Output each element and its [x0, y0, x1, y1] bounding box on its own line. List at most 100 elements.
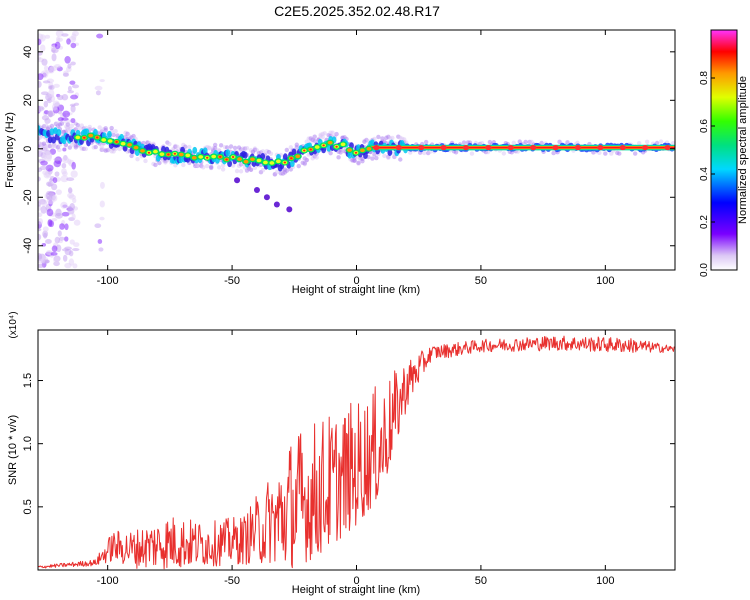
- heatmap-halo-cell: [304, 157, 309, 163]
- heatmap-y-axis-label: Frequency (Hz): [4, 112, 16, 188]
- heatmap-halo-cell: [312, 134, 317, 139]
- heatmap-halo-cell: [390, 135, 395, 141]
- heatmap-x-tick-label: -100: [97, 275, 119, 287]
- heatmap-noise-cell: [99, 216, 105, 221]
- heatmap-noise-cell: [38, 258, 45, 264]
- heatmap-hot-peak: [231, 156, 235, 159]
- colorbar-gradient: [710, 29, 738, 271]
- heatmap-halo-cell: [103, 126, 108, 131]
- heatmap-noise-cell: [72, 263, 78, 269]
- heatmap-stable-peak: [664, 144, 671, 151]
- heatmap-halo-cell: [314, 155, 319, 160]
- heatmap-noise-cell: [38, 228, 42, 232]
- heatmap-halo-cell: [328, 150, 333, 156]
- heatmap-hot-core: [237, 157, 242, 161]
- heatmap-noise-cell: [64, 246, 72, 251]
- heatmap-noise-cell: [72, 30, 79, 37]
- heatmap-noise-cell: [40, 160, 48, 166]
- heatmap-stable-peak: [395, 144, 403, 151]
- snr-x-axis-label: Height of straight line (km): [292, 584, 420, 596]
- heatmap-halo-cell: [296, 163, 301, 169]
- heatmap-noise-cell: [94, 85, 103, 91]
- heatmap-band-cell: [225, 149, 231, 157]
- snr-series-line: [38, 335, 675, 570]
- heatmap-noise-cell: [94, 223, 102, 229]
- heatmap-noise-cell: [68, 250, 74, 257]
- heatmap-noise-cell: [50, 251, 58, 256]
- heatmap-noise-cell: [71, 248, 80, 252]
- heatmap-noise-cell: [45, 164, 54, 172]
- heatmap-noise-cell: [96, 33, 104, 39]
- heatmap-hot-core: [75, 135, 81, 140]
- heatmap-halo-cell: [43, 123, 49, 128]
- heatmap-stable-peak: [440, 144, 447, 151]
- heatmap-hot-core: [185, 153, 191, 158]
- heatmap-hot-core: [159, 152, 165, 156]
- heatmap-noise-cell: [38, 212, 43, 218]
- snr-y-tick-label: 0.5: [22, 499, 34, 514]
- heatmap-x-tick-label: -50: [224, 275, 240, 287]
- heatmap-band-cell: [56, 129, 62, 137]
- heatmap-x-tick-label: 50: [475, 275, 487, 287]
- heatmap-noise-cell: [67, 85, 72, 92]
- heatmap-noise-cell: [48, 89, 55, 98]
- heatmap-hot-core: [211, 154, 217, 159]
- snr-y-axis-label: SNR (10 * v/v): [7, 415, 19, 485]
- heatmap-noise-cell: [62, 171, 68, 177]
- heatmap-halo-cell: [234, 168, 240, 174]
- heatmap-noise-cell: [42, 226, 49, 232]
- heatmap-x-ticks: -100 -50 0 50 100: [97, 30, 615, 287]
- snr-y-ticks: 0.5 1.0 1.5: [22, 373, 675, 514]
- heatmap-halo-cell: [644, 139, 650, 144]
- heatmap-noise-cell: [41, 58, 48, 66]
- heatmap-hot-core: [198, 155, 204, 159]
- heatmap-noise-cell: [73, 242, 80, 248]
- heatmap-halo-cell: [187, 144, 192, 150]
- heatmap-halo-cell: [376, 134, 381, 140]
- heatmap-halo-cell: [153, 162, 158, 168]
- heatmap-noise-cell: [38, 176, 41, 182]
- heatmap-halo-cell: [167, 141, 172, 147]
- heatmap-noise-cell: [40, 34, 46, 42]
- heatmap-halo-cell: [59, 121, 65, 126]
- heatmap-halo-cell: [175, 144, 180, 150]
- heatmap-hot-core: [88, 133, 94, 138]
- heatmap-halo-cell: [421, 150, 427, 156]
- heatmap-halo-cell: [65, 122, 71, 128]
- heatmap-noise-cell: [59, 223, 65, 230]
- heatmap-stable-peak: [641, 144, 649, 151]
- heatmap-noise-cell: [70, 170, 78, 178]
- heatmap-halo-cell: [670, 141, 675, 146]
- heatmap-hot-peak: [96, 136, 99, 139]
- heatmap-hot-core: [133, 145, 139, 150]
- heatmap-noise-cell: [60, 175, 69, 183]
- heatmap-halo-cell: [38, 135, 43, 140]
- heatmap-noise-cell: [66, 38, 71, 45]
- heatmap-halo-cell: [143, 158, 148, 164]
- heatmap-halo-cell: [268, 151, 274, 156]
- heatmap-hot-core: [153, 149, 158, 154]
- heatmap-noise-cell: [49, 178, 54, 182]
- heatmap-halo-cell: [360, 158, 365, 164]
- heatmap-noise-cell: [57, 37, 63, 42]
- heatmap-halo-cell: [75, 122, 81, 128]
- heatmap-halo-cell: [294, 145, 299, 150]
- heatmap-halo-cell: [69, 123, 75, 128]
- heatmap-noise-cell: [51, 245, 58, 253]
- heatmap-hot-core: [120, 141, 126, 146]
- heatmap-noise-cell: [47, 182, 52, 187]
- heatmap-tail-cell: [273, 201, 280, 208]
- heatmap-halo-cell: [111, 132, 116, 138]
- heatmap-noise-cell: [45, 238, 52, 244]
- heatmap-halo-cell: [392, 154, 397, 160]
- heatmap-y-tick-label: -40: [22, 238, 34, 254]
- heatmap-noise-cell: [70, 94, 79, 100]
- heatmap-halo-cell: [334, 131, 339, 137]
- heatmap-noise-cell: [46, 208, 54, 217]
- heatmap-noise-cell: [98, 247, 104, 252]
- heatmap-band-cell: [291, 148, 297, 156]
- heatmap-noise-cell: [53, 157, 61, 162]
- heatmap-hot-core: [360, 148, 365, 153]
- heatmap-halo-cell: [181, 162, 186, 168]
- heatmap-hot-core: [101, 138, 107, 142]
